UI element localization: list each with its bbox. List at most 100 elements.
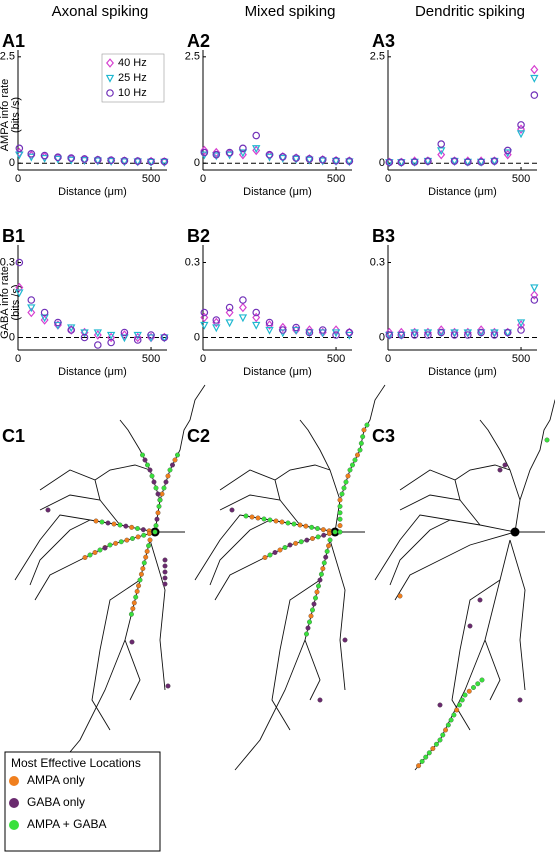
point	[252, 308, 261, 317]
point	[212, 324, 221, 333]
point	[345, 327, 354, 338]
panel-label: A2	[187, 31, 210, 51]
point	[410, 329, 419, 338]
point	[252, 321, 261, 330]
location-dot	[123, 523, 129, 529]
location-dot	[327, 537, 333, 543]
location-dot	[479, 677, 485, 683]
location-dot	[311, 601, 317, 607]
location-dot	[145, 462, 150, 468]
location-dot	[267, 517, 273, 523]
y-tick-label: 0	[379, 157, 385, 169]
location-dot	[140, 566, 146, 572]
legend-label: AMPA + GABA	[27, 817, 106, 831]
location-dot	[167, 467, 173, 473]
point	[93, 157, 103, 166]
point	[291, 155, 301, 164]
location-dot	[97, 547, 103, 553]
point	[530, 284, 539, 293]
point	[239, 296, 247, 304]
point	[331, 329, 341, 338]
location-dot	[315, 526, 320, 531]
location-dot	[337, 516, 343, 522]
location-dot	[454, 707, 460, 713]
point	[239, 144, 247, 153]
point	[530, 296, 539, 304]
location-dot	[350, 462, 355, 468]
location-dot	[262, 555, 268, 560]
point	[265, 150, 274, 159]
location-dot	[517, 697, 523, 703]
location-dot	[305, 625, 311, 631]
point	[133, 332, 142, 343]
point	[424, 157, 432, 165]
y-tick-label: 0	[194, 157, 200, 169]
neuron-morphology	[14, 384, 206, 771]
point	[265, 326, 274, 335]
point	[80, 329, 89, 338]
point	[332, 325, 341, 335]
point	[67, 154, 76, 162]
location-dot	[448, 717, 454, 723]
location-dot	[153, 485, 159, 491]
point	[67, 326, 76, 334]
location-dot	[149, 473, 155, 479]
location-dot	[82, 555, 88, 560]
y-axis-label: (bits /s)	[10, 97, 22, 133]
point	[503, 328, 512, 337]
panel-label: B2	[187, 226, 210, 246]
point	[54, 153, 62, 162]
point	[463, 329, 473, 338]
location-dot	[357, 447, 363, 453]
point	[133, 336, 142, 344]
y-tick-label: 2.5	[185, 51, 200, 63]
point	[305, 329, 314, 338]
point	[305, 155, 314, 163]
y-tick-label: 0	[194, 331, 200, 343]
legend-label: 40 Hz	[118, 57, 147, 69]
point	[516, 319, 526, 328]
point	[490, 157, 499, 166]
point	[385, 331, 394, 339]
location-dot	[157, 497, 163, 503]
point	[146, 158, 156, 167]
location-dot	[255, 515, 261, 521]
point	[450, 329, 459, 338]
location-dot	[364, 422, 370, 428]
point	[40, 308, 49, 317]
location-dot	[320, 527, 326, 533]
location-dot	[416, 763, 422, 769]
point	[133, 157, 142, 165]
location-dot	[459, 697, 465, 703]
point	[225, 303, 234, 312]
point	[437, 140, 446, 148]
location-dot	[249, 514, 255, 520]
point	[530, 91, 539, 99]
location-dot	[146, 543, 152, 549]
point	[120, 328, 129, 337]
location-dot	[124, 537, 130, 543]
legend-dot	[9, 798, 19, 808]
point	[93, 330, 102, 340]
y-tick-label: 0.3	[370, 256, 385, 268]
location-dot	[358, 440, 364, 446]
point	[106, 331, 116, 340]
point	[490, 331, 499, 339]
x-tick-label: 0	[385, 353, 391, 365]
location-dot	[337, 529, 343, 535]
x-axis-label: Distance (μm)	[58, 366, 127, 378]
location-dot	[243, 513, 249, 519]
location-dot	[285, 520, 291, 526]
location-dot	[140, 527, 146, 533]
point	[450, 157, 459, 165]
point	[80, 155, 89, 163]
location-dot	[267, 552, 273, 558]
point	[385, 331, 394, 340]
location-dot	[175, 452, 180, 458]
point	[397, 158, 406, 167]
location-dot	[172, 457, 178, 463]
location-dot	[279, 519, 285, 525]
point	[238, 149, 248, 158]
location-dot	[277, 547, 283, 553]
point	[238, 149, 247, 160]
